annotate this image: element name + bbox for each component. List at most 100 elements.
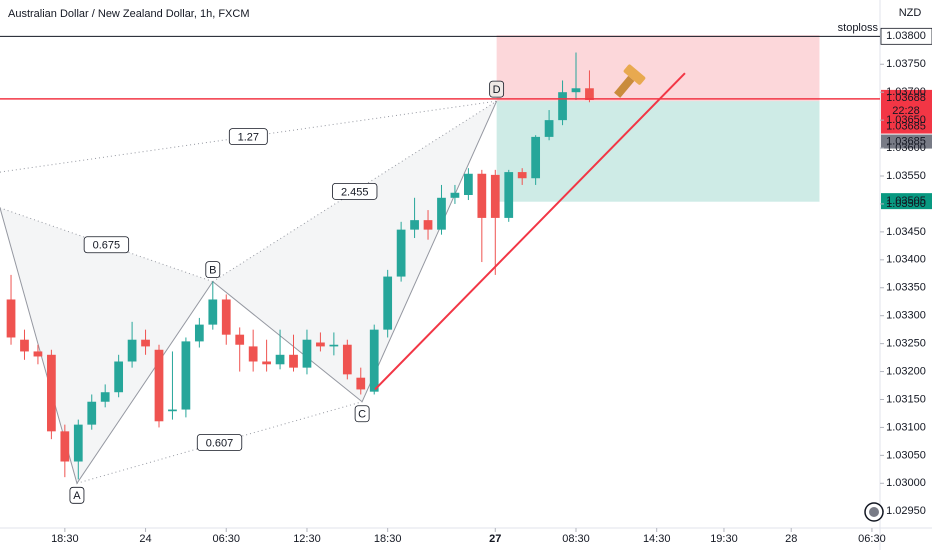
point-label: C xyxy=(358,409,366,421)
y-tick-label: 1.03250 xyxy=(886,338,926,350)
x-tick-label: 19:30 xyxy=(710,533,738,545)
y-tick-label: 1.03750 xyxy=(886,58,926,70)
countdown: 22:28 xyxy=(892,105,920,117)
x-tick-label: 14:30 xyxy=(643,533,671,545)
candle-body xyxy=(356,377,366,390)
candle-body xyxy=(316,342,325,347)
current-price: 1.03688 xyxy=(886,92,926,104)
candle-body xyxy=(531,136,541,179)
y-tick-label: 1.03450 xyxy=(886,226,926,238)
current-price-box xyxy=(881,89,932,124)
point-box xyxy=(205,261,221,279)
candle-body xyxy=(517,172,527,179)
candle-body xyxy=(477,173,487,218)
ratio-box xyxy=(228,128,268,146)
ratio-label: 2.455 xyxy=(341,186,369,198)
candle-body xyxy=(450,192,460,198)
candle-body xyxy=(33,351,43,357)
x-tick-label: 06:30 xyxy=(212,533,240,545)
target-zone xyxy=(496,101,820,202)
candle-body xyxy=(558,92,567,121)
y-tick-label: 1.03000 xyxy=(886,477,926,489)
target-box xyxy=(881,193,932,210)
y-tick-label: 1.03150 xyxy=(886,393,926,405)
candle-body xyxy=(6,299,16,338)
bid-label: 1.03685 xyxy=(886,120,926,132)
candle-body xyxy=(47,354,56,432)
candle-body xyxy=(302,339,312,368)
point-label: D xyxy=(493,84,501,96)
candle-body xyxy=(221,299,231,335)
candle-body xyxy=(437,197,446,230)
candle-body xyxy=(194,324,204,342)
ratio-box xyxy=(196,434,243,451)
y-tick-label: 1.03400 xyxy=(886,254,926,266)
x-tick-label: 12:30 xyxy=(293,533,321,545)
candle-body xyxy=(100,392,110,402)
y-tick-label: 1.03300 xyxy=(886,310,926,322)
candle-body xyxy=(289,354,298,368)
x-tick-label: 24 xyxy=(139,533,151,545)
candle-body xyxy=(369,329,379,392)
candle-body xyxy=(208,299,218,325)
candle-body xyxy=(423,220,433,230)
candle-body xyxy=(181,341,191,410)
candle-body xyxy=(235,334,245,345)
y-tick-label: 1.03650 xyxy=(886,114,926,126)
bid-box xyxy=(881,119,932,134)
candle-body xyxy=(490,174,500,218)
point-box xyxy=(489,80,505,98)
y-tick-label: 1.03350 xyxy=(886,282,926,294)
point-label: A xyxy=(73,490,81,502)
point-box xyxy=(69,486,85,504)
candle-body xyxy=(262,361,271,365)
candle-body xyxy=(329,344,339,347)
x-tick-label: 18:30 xyxy=(374,533,402,545)
candle-body xyxy=(87,401,97,425)
candle-body xyxy=(154,349,164,422)
candle-body xyxy=(585,88,594,101)
candle-body xyxy=(396,229,406,277)
candle-body xyxy=(383,276,393,330)
candle-body xyxy=(410,220,419,230)
point-label: B xyxy=(209,265,216,277)
candle-body xyxy=(275,354,285,365)
y-tick-label: 1.03100 xyxy=(886,421,926,433)
y-tick-label: 1.03600 xyxy=(886,142,926,154)
candle-body xyxy=(114,361,124,393)
bid-box xyxy=(881,134,932,149)
pattern-fill xyxy=(212,101,497,402)
x-tick-label: 28 xyxy=(785,533,797,545)
currency: NZD xyxy=(899,7,922,19)
y-tick-label: 1.03700 xyxy=(886,86,926,98)
trend-line xyxy=(374,72,686,391)
candle-body xyxy=(20,339,29,352)
y-tick-label: 1.02950 xyxy=(886,505,926,517)
bid-label: 1.03685 xyxy=(886,135,926,147)
candle-body xyxy=(544,120,554,137)
ratio-label: 0.607 xyxy=(206,437,234,449)
x-tick-label: 06:30 xyxy=(858,533,886,545)
candle-body xyxy=(60,431,70,462)
candle-body xyxy=(342,344,352,375)
candle-body xyxy=(248,346,258,362)
stoploss-label: stoploss xyxy=(838,22,879,34)
candle-body xyxy=(141,339,150,347)
ratio-label: 1.27 xyxy=(238,132,259,144)
x-tick-label: 08:30 xyxy=(562,533,590,545)
hammer-icon xyxy=(614,64,646,98)
target-price: 1.03505 xyxy=(886,195,926,207)
ratio-box xyxy=(83,236,130,254)
chart-title: Australian Dollar / New Zealand Dollar, … xyxy=(8,8,249,20)
ratio-box xyxy=(332,182,378,200)
y-tick-label: 1.03500 xyxy=(886,198,926,210)
point-box xyxy=(354,405,370,423)
pattern-fill xyxy=(0,207,213,484)
y-tick-label: 1.03050 xyxy=(886,449,926,461)
candle-body xyxy=(73,424,83,462)
stop-zone xyxy=(496,35,820,102)
candle-body xyxy=(127,339,137,362)
ratio-label: 0.675 xyxy=(93,240,121,252)
candle-body xyxy=(504,172,514,218)
